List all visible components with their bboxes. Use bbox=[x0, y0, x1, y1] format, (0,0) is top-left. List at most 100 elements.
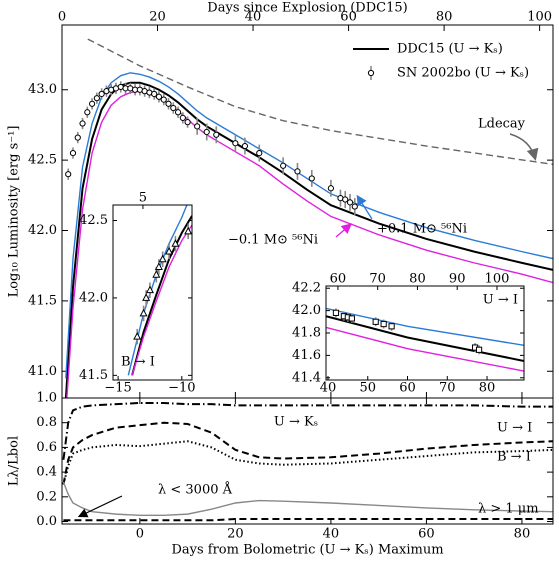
series-label: B → I bbox=[497, 450, 531, 465]
data-point bbox=[348, 315, 355, 322]
data-point bbox=[84, 109, 91, 116]
arrow bbox=[335, 223, 352, 238]
axes-frame bbox=[325, 285, 525, 381]
data-point bbox=[155, 93, 163, 100]
legend-label: DDC15 (U → Kₛ) bbox=[397, 42, 503, 57]
x-axis-label: Days from Bolometric (U → Kₛ) Maximum bbox=[171, 543, 443, 558]
data-point bbox=[179, 114, 186, 121]
panel-label: B → I bbox=[121, 355, 155, 370]
series-line bbox=[87, 38, 553, 166]
series-line bbox=[326, 307, 524, 347]
top-x-tick-label: 60 bbox=[330, 272, 347, 287]
top-x-tick-label: 20 bbox=[149, 10, 166, 25]
data-point bbox=[174, 109, 182, 116]
data-point bbox=[65, 171, 72, 178]
data-point bbox=[165, 246, 174, 255]
axes-frame bbox=[61, 397, 554, 525]
axes-frame bbox=[112, 204, 193, 381]
top-x-tick-label: 70 bbox=[369, 272, 386, 287]
panel: 0.0 0.2 0.4 0.6 0.8 1.0 0 20 40 60 80 Days from Bol… bbox=[7, 391, 554, 558]
top-x-tick-label: 80 bbox=[409, 272, 426, 287]
y-axis-label: Lλ/Lbol bbox=[7, 436, 22, 486]
y-tick-label: 0.0 bbox=[36, 514, 57, 529]
y-axis-label: Log₁₀ Luminosity [erg s⁻¹] bbox=[7, 126, 22, 298]
x-tick-label: −10 bbox=[168, 381, 195, 396]
data-point bbox=[93, 95, 100, 102]
y-tick-label: 41.6 bbox=[292, 348, 321, 363]
data-point bbox=[203, 128, 210, 136]
y-tick-label: 42.0 bbox=[292, 303, 321, 318]
top-x-tick-label: 90 bbox=[449, 272, 466, 287]
x-tick-label: −15 bbox=[104, 381, 131, 396]
panel-label: U → I bbox=[483, 293, 518, 308]
data-point bbox=[158, 254, 167, 263]
top-x-axis-label: Days since Explosion (DDC15) bbox=[207, 1, 407, 16]
x-tick-label: 0 bbox=[136, 527, 144, 542]
top-x-tick-label: 60 bbox=[340, 10, 357, 25]
y-tick-label: 41.0 bbox=[28, 364, 57, 379]
data-point bbox=[171, 239, 180, 247]
data-point bbox=[327, 185, 335, 192]
data-point bbox=[165, 100, 172, 107]
x-tick-label: 60 bbox=[399, 381, 416, 396]
panel: 41.5 42.0 42.5 −15 −10 5 B → I bbox=[79, 191, 195, 396]
data-point bbox=[372, 318, 379, 325]
data-point bbox=[133, 332, 142, 340]
y-tick-label: 41.8 bbox=[292, 326, 321, 341]
data-point bbox=[332, 309, 340, 316]
x-tick-label: 70 bbox=[439, 381, 456, 396]
x-tick-label: 40 bbox=[320, 381, 337, 396]
series-line bbox=[326, 315, 524, 362]
data-point bbox=[351, 203, 358, 210]
x-tick-label: 40 bbox=[323, 527, 340, 542]
data-point bbox=[380, 320, 387, 328]
top-x-tick-label: 100 bbox=[527, 10, 552, 25]
panel: 41.4 41.6 41.8 42.0 42.2 40 50 60 70 80 60 70 80 90 10… bbox=[292, 272, 525, 396]
y-tick-label: 42.0 bbox=[28, 223, 57, 238]
data-point bbox=[342, 196, 349, 203]
legend-label: SN 2002bo (U → Kₛ) bbox=[397, 66, 529, 81]
series-label: Ldecay bbox=[478, 117, 526, 132]
x-tick-label: 60 bbox=[418, 527, 435, 542]
plot-layer: 41.0 41.5 42.0 42.5 43.0 0 20 40 60 80 100 Days sin… bbox=[7, 1, 554, 558]
data-point bbox=[346, 199, 354, 206]
data-point bbox=[232, 140, 239, 147]
data-point bbox=[256, 149, 263, 157]
y-tick-label: 0.4 bbox=[36, 465, 57, 480]
data-point bbox=[388, 323, 395, 330]
data-point bbox=[139, 308, 148, 317]
data-point bbox=[69, 149, 77, 157]
y-tick-label: 0.8 bbox=[36, 415, 57, 430]
data-point bbox=[151, 90, 158, 98]
data-point bbox=[74, 134, 81, 141]
annotation-arrows bbox=[77, 133, 539, 518]
data-point bbox=[142, 293, 151, 301]
series-label: λ > 1 μm bbox=[478, 502, 539, 517]
y-tick-label: 42.2 bbox=[292, 281, 321, 296]
data-point bbox=[184, 119, 191, 126]
arrow bbox=[509, 133, 539, 161]
series-line bbox=[326, 326, 524, 372]
data-point bbox=[308, 175, 315, 182]
series-label: U → Kₛ bbox=[274, 415, 318, 430]
data-point bbox=[294, 168, 301, 175]
data-point bbox=[145, 285, 154, 294]
legend-marker bbox=[367, 69, 375, 77]
top-x-tick-label: 100 bbox=[485, 272, 510, 287]
arrow bbox=[356, 194, 373, 220]
y-tick-label: 41.4 bbox=[292, 370, 321, 385]
data-point bbox=[241, 142, 249, 150]
top-x-tick-label: 80 bbox=[436, 10, 453, 25]
data-point bbox=[170, 104, 177, 112]
y-tick-label: 41.5 bbox=[28, 293, 57, 308]
data-point bbox=[160, 96, 167, 103]
y-tick-label: 42.0 bbox=[79, 290, 108, 305]
y-tick-label: 0.6 bbox=[36, 440, 57, 455]
data-point bbox=[213, 131, 220, 138]
series-line bbox=[62, 481, 553, 517]
series-line bbox=[62, 421, 553, 485]
arrow bbox=[77, 495, 123, 518]
y-tick-label: 0.2 bbox=[36, 489, 57, 504]
y-tick-label: 43.0 bbox=[28, 82, 57, 97]
